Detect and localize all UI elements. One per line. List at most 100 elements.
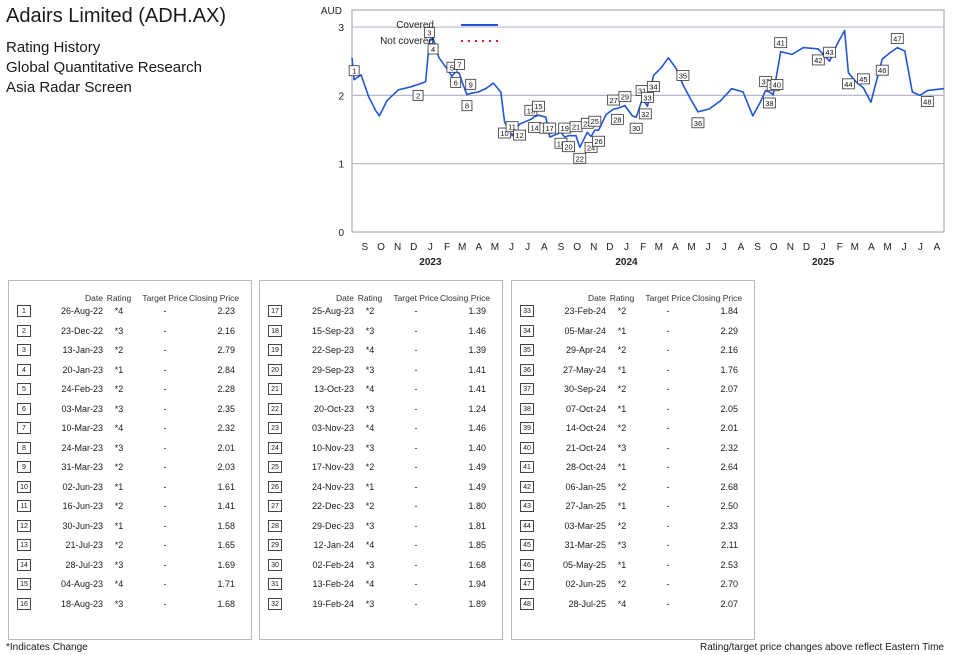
row-date: 13-Feb-24 [312, 579, 354, 589]
row-target-price: - [414, 306, 418, 316]
rating-marker-label: 11 [508, 123, 516, 132]
row-closing-price: 2.35 [217, 403, 235, 414]
rating-marker-box [592, 135, 605, 147]
row-rating: *1 [617, 403, 627, 414]
row-number: 25 [268, 461, 282, 473]
row-date: 24-Feb-23 [61, 384, 103, 394]
x-tick-label: M [851, 242, 859, 253]
rating-marker-label: 6 [454, 78, 458, 87]
row-target-price: - [666, 462, 670, 472]
row-number: 48 [520, 597, 534, 610]
row-target-price: - [414, 579, 418, 589]
row-rating: *3 [365, 403, 375, 414]
table-row: 39 14-Oct-24 *2 - 2.01 [512, 419, 754, 438]
row-closing-price: 1.80 [468, 501, 486, 511]
row-target-price: - [414, 559, 418, 570]
table-row: 42 06-Jan-25 *2 - 2.68 [512, 478, 754, 497]
row-rating: *1 [617, 501, 627, 511]
rating-marker-box [610, 113, 624, 125]
row-number: 8 [17, 441, 31, 454]
rating-marker-label: 22 [576, 154, 584, 163]
rating-marker-label: 1 [352, 67, 356, 76]
rating-marker-box [920, 96, 934, 108]
rating-marker-label: 26 [594, 137, 602, 146]
row-target-price: - [666, 520, 670, 531]
row-date: 29-Sep-23 [311, 364, 354, 375]
subtitle-screen: Asia Radar Screen [6, 79, 132, 96]
rating-marker-label: 23 [583, 119, 591, 128]
row-closing-price: 2.01 [217, 442, 235, 453]
x-tick-label: A [475, 242, 482, 253]
table-row: 15 04-Aug-23 *4 - 1.71 [9, 575, 251, 594]
row-number: 30 [268, 558, 282, 571]
x-tick-label: M [687, 242, 695, 253]
rating-marker-box [588, 115, 602, 127]
table-row: 47 02-Jun-25 *2 - 2.70 [512, 575, 754, 594]
row-date: 15-Sep-23 [311, 325, 354, 336]
rating-marker-box [450, 77, 462, 88]
row-date: 19-Feb-24 [312, 598, 354, 609]
row-date: 07-Oct-24 [565, 403, 606, 414]
row-rating: *2 [617, 481, 627, 492]
x-tick-label: S [362, 242, 369, 253]
header-target-price: Target Price [393, 293, 439, 303]
row-rating: *3 [617, 540, 627, 550]
x-tick-label: J [902, 242, 907, 253]
row-closing-price: 2.16 [217, 325, 235, 336]
row-number: 2 [17, 324, 31, 337]
row-number: 38 [520, 402, 534, 415]
legend-covered-label: Covered [396, 20, 434, 31]
row-closing-price: 1.69 [217, 559, 235, 570]
row-date: 03-Mar-23 [61, 403, 103, 414]
rating-marker-label: 29 [621, 93, 629, 102]
row-number: 42 [520, 480, 534, 493]
y-tick-label: 2 [338, 91, 344, 102]
table-row: 2 23-Dec-22 *3 - 2.16 [9, 322, 251, 341]
table-row: 36 27-May-24 *1 - 1.76 [512, 361, 754, 380]
rating-marker-box [498, 127, 511, 139]
row-closing-price: 2.64 [720, 462, 738, 472]
row-target-price: - [163, 384, 167, 394]
rating-marker-box [676, 70, 690, 81]
row-closing-price: 2.28 [217, 384, 235, 394]
table-row: 34 05-Mar-24 *1 - 2.29 [512, 322, 754, 341]
rating-marker-label: 41 [777, 39, 785, 48]
row-number: 22 [268, 402, 282, 415]
rating-marker-label: 46 [878, 66, 886, 75]
row-rating: *2 [114, 501, 124, 511]
row-rating: *4 [617, 598, 627, 609]
x-tick-label: A [738, 242, 745, 253]
row-number: 31 [268, 578, 282, 590]
rating-marker-box [412, 90, 424, 101]
row-number: 19 [268, 344, 282, 356]
row-number: 21 [268, 383, 282, 395]
row-rating: *1 [114, 520, 124, 531]
row-target-price: - [666, 481, 670, 492]
rating-marker-label: 33 [643, 93, 651, 102]
row-closing-price: 2.32 [217, 423, 235, 433]
table-row: 32 19-Feb-24 *3 - 1.89 [260, 595, 502, 614]
row-number: 14 [17, 558, 31, 571]
row-closing-price: 2.68 [720, 481, 738, 492]
row-closing-price: 1.68 [468, 559, 486, 570]
x-tick-label: N [590, 242, 597, 253]
row-number: 36 [520, 363, 534, 376]
x-tick-label: J [821, 242, 826, 253]
table-row: 41 28-Oct-24 *1 - 2.64 [512, 458, 754, 477]
row-rating: *3 [617, 442, 627, 453]
row-number: 32 [268, 597, 282, 610]
rating-marker-label: 38 [765, 99, 773, 108]
row-date: 24-Nov-23 [311, 481, 354, 492]
table-row: 6 03-Mar-23 *3 - 2.35 [9, 400, 251, 419]
row-number: 41 [520, 461, 534, 473]
plot-frame [351, 9, 945, 233]
rating-marker-box [427, 43, 439, 55]
x-tick-label: J [624, 242, 629, 253]
row-date: 13-Oct-23 [313, 384, 354, 394]
table-row: 12 30-Jun-23 *1 - 1.58 [9, 517, 251, 536]
table-row: 5 24-Feb-23 *2 - 2.28 [9, 380, 251, 399]
row-number: 34 [520, 324, 534, 337]
header-rating: Rating [357, 293, 383, 303]
row-rating: *3 [114, 598, 124, 609]
header-date: Date [588, 293, 606, 303]
